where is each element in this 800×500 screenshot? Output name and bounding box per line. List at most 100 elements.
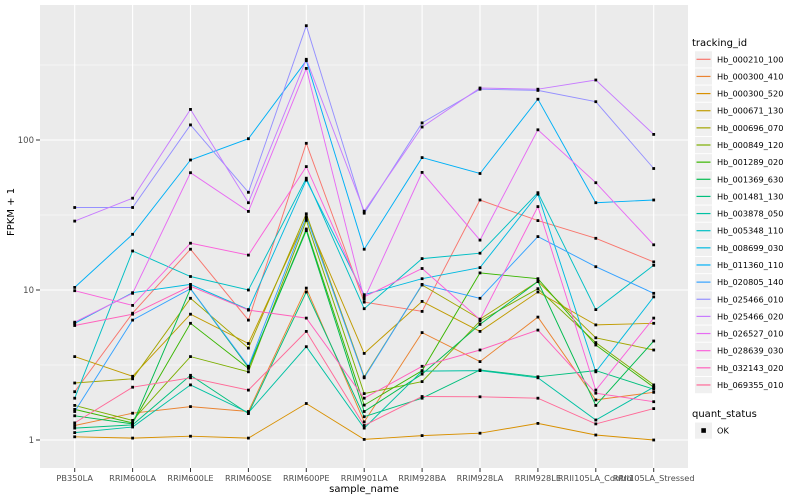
data-point <box>189 123 192 127</box>
data-point <box>189 434 192 438</box>
legend-item-Hb_005348_110: Hb_005348_110 <box>695 222 783 239</box>
legend-item-label: Hb_001369_630 <box>717 174 783 184</box>
data-point <box>420 171 424 174</box>
data-point <box>362 295 366 299</box>
data-point <box>247 411 250 415</box>
data-point <box>247 364 250 368</box>
data-point <box>478 360 482 363</box>
data-point <box>247 318 250 322</box>
data-point <box>652 383 656 387</box>
data-point <box>478 369 482 372</box>
data-point <box>131 436 134 440</box>
data-point <box>420 156 424 159</box>
data-point <box>478 266 482 269</box>
legend-item-label: Hb_025466_010 <box>717 294 783 304</box>
data-point <box>594 341 598 344</box>
legend-item-Hb_001369_630: Hb_001369_630 <box>695 171 783 188</box>
data-point <box>478 198 482 202</box>
data-point <box>362 424 366 427</box>
data-point <box>362 403 366 407</box>
legend-item-Hb_011360_110: Hb_011360_110 <box>695 256 783 274</box>
data-point <box>594 418 598 422</box>
data-point <box>362 410 366 413</box>
data-point <box>594 201 598 205</box>
quant-status-label: OK <box>717 426 729 436</box>
data-point <box>73 435 77 439</box>
data-point <box>131 423 134 427</box>
data-point <box>304 67 308 70</box>
data-point <box>536 422 540 425</box>
data-point <box>73 286 77 289</box>
data-point <box>478 271 482 275</box>
data-point <box>131 374 134 378</box>
data-point <box>73 431 77 434</box>
data-point <box>189 158 192 162</box>
data-point <box>189 275 192 278</box>
data-point <box>73 355 77 358</box>
data-point <box>478 319 482 323</box>
x-tick-label: RRIM901LA <box>341 473 388 483</box>
legend-item-Hb_000696_070: Hb_000696_070 <box>695 119 783 137</box>
data-point <box>594 78 598 82</box>
data-point <box>304 215 308 219</box>
data-point <box>594 181 598 185</box>
data-point <box>652 407 656 410</box>
legend-item-label: Hb_000696_070 <box>717 123 783 133</box>
data-point <box>304 402 308 405</box>
data-point <box>536 205 540 208</box>
data-point <box>304 212 308 216</box>
data-point <box>478 251 482 255</box>
data-point <box>478 330 482 333</box>
legend-item-Hb_000300_520: Hb_000300_520 <box>695 85 783 102</box>
data-point <box>652 167 656 170</box>
data-point <box>536 87 540 91</box>
data-point <box>362 376 366 380</box>
data-point <box>73 426 77 430</box>
data-point <box>189 321 192 325</box>
data-point <box>652 348 656 352</box>
data-point <box>304 290 308 294</box>
data-point <box>420 125 424 129</box>
data-point <box>247 388 250 392</box>
legend-item-label: Hb_008699_030 <box>717 243 783 253</box>
data-point <box>420 310 424 313</box>
data-point <box>73 206 77 209</box>
data-point <box>362 247 366 251</box>
y-tick-label: 10 <box>23 286 34 296</box>
quant-status-title: quant_status <box>692 409 757 420</box>
x-tick-label: RRIM928LA <box>457 473 504 483</box>
data-point <box>478 348 482 352</box>
data-point <box>362 415 366 419</box>
data-point <box>247 190 250 194</box>
data-point <box>247 346 250 350</box>
data-point <box>652 295 656 299</box>
data-point <box>189 296 192 300</box>
data-point <box>594 323 598 327</box>
data-point <box>247 288 250 292</box>
legend-item-label: Hb_026527_010 <box>717 329 783 339</box>
data-point <box>73 324 77 327</box>
legend-item-label: Hb_025466_020 <box>717 311 783 321</box>
data-point <box>594 236 598 240</box>
data-point <box>131 291 134 295</box>
data-point <box>652 321 656 325</box>
legend-item-label: Hb_000300_410 <box>717 71 783 81</box>
data-point <box>652 260 656 264</box>
data-point <box>189 355 192 358</box>
data-point <box>362 307 366 311</box>
legend-item-Hb_001481_130: Hb_001481_130 <box>695 188 783 205</box>
legend-item-Hb_025466_020: Hb_025466_020 <box>695 308 783 325</box>
data-point <box>536 290 540 294</box>
x-axis: PB350LA RRIM600LA RRIM600LE RRIM600SE RRIM60… <box>56 468 695 483</box>
legend-item-Hb_000300_410: Hb_000300_410 <box>695 68 783 85</box>
data-point <box>420 121 424 125</box>
data-point <box>652 339 656 343</box>
legend-item-label: Hb_000300_520 <box>717 89 783 99</box>
data-point <box>131 312 134 316</box>
data-point <box>247 342 250 345</box>
data-point <box>247 370 250 374</box>
data-point <box>131 377 134 381</box>
data-point <box>131 196 134 200</box>
data-point <box>189 108 192 111</box>
